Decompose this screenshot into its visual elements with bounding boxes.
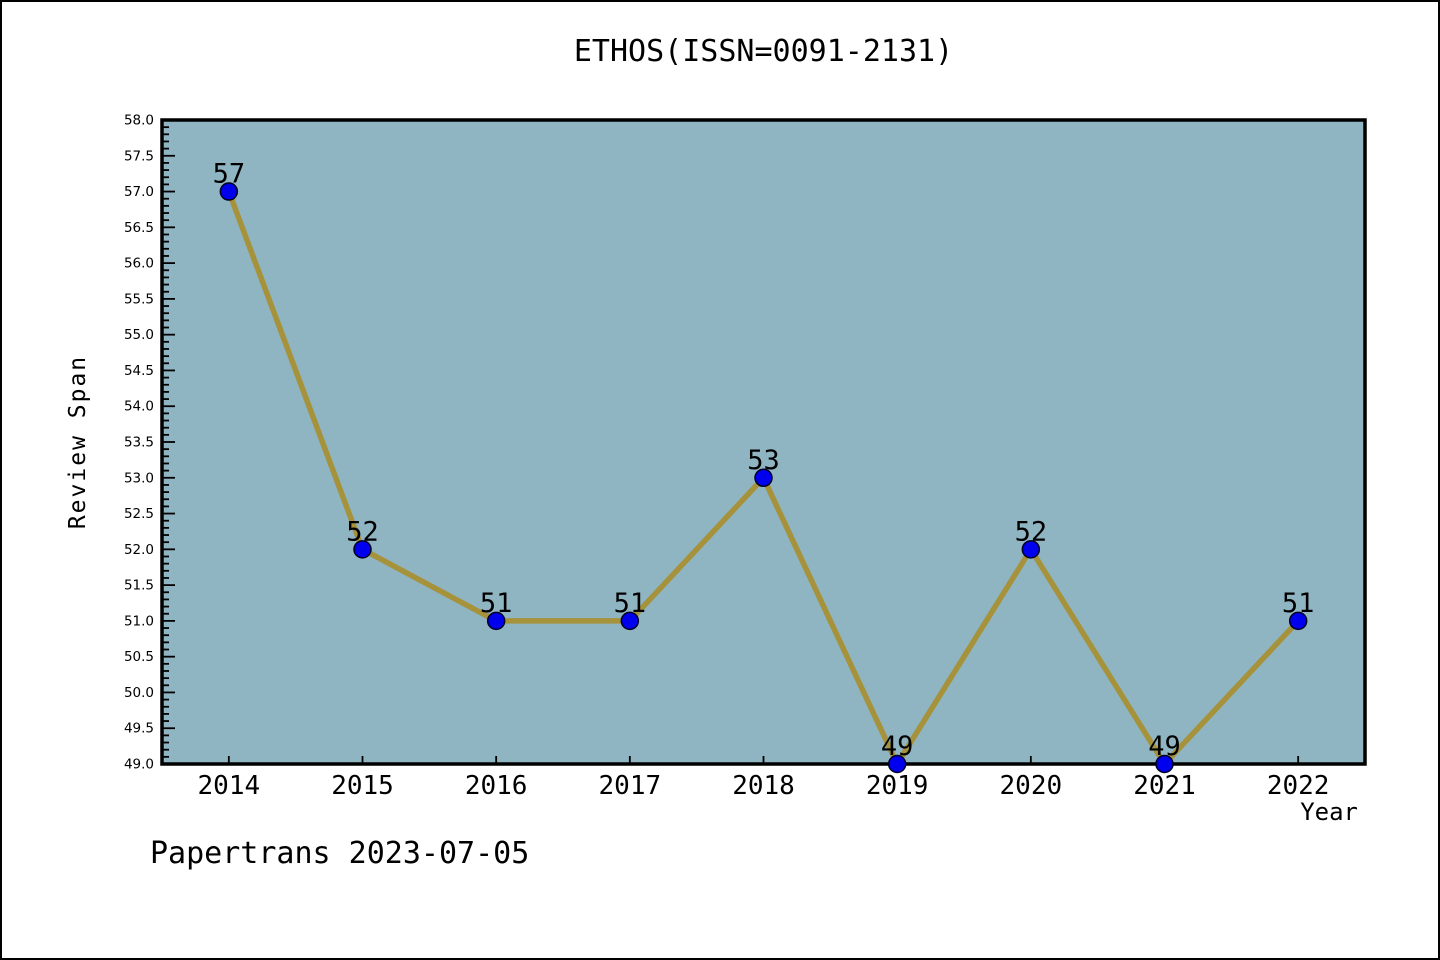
- data-point-label: 52: [346, 516, 379, 547]
- y-tick-label: 56.0: [124, 256, 154, 272]
- y-tick-label: 53.0: [124, 470, 154, 486]
- data-point: [887, 754, 907, 774]
- y-tick-label: 58.0: [124, 113, 154, 129]
- y-tick-label: 55.5: [124, 291, 154, 307]
- footer-caption: Papertrans 2023-07-05: [150, 836, 530, 871]
- data-point: [1288, 611, 1308, 631]
- data-point-label: 51: [1282, 588, 1315, 619]
- y-tick-label: 55.0: [124, 327, 154, 343]
- data-point: [754, 468, 773, 488]
- y-tick-label: 57.5: [124, 148, 154, 164]
- data-point: [1021, 540, 1041, 559]
- y-tick-label: 51.0: [124, 613, 154, 629]
- data-point-label: 49: [881, 731, 914, 762]
- x-tick-label: 2022: [1267, 771, 1330, 801]
- data-point: [486, 611, 506, 631]
- y-tick-label: 49.5: [124, 721, 154, 737]
- plot-background: [162, 120, 1365, 764]
- axes-frame: [160, 118, 1367, 766]
- data-point: [353, 540, 372, 559]
- data-point-label: 53: [747, 445, 780, 476]
- y-tick-label: 49.0: [124, 757, 154, 773]
- data-point-label: 52: [1015, 516, 1048, 547]
- x-tick-label: 2016: [465, 771, 528, 801]
- y-tick-label: 54.5: [124, 363, 154, 379]
- y-tick-label: 54.0: [124, 399, 154, 415]
- data-point-label: 51: [614, 588, 647, 619]
- data-point: [620, 611, 640, 631]
- y-tick-label: 53.5: [124, 435, 154, 451]
- x-tick-label: 2014: [198, 771, 261, 801]
- x-tick-label: 2017: [599, 771, 662, 801]
- data-point: [219, 182, 239, 201]
- chart-title: ETHOS(ISSN=0091-2131): [573, 34, 954, 69]
- y-tick-label: 57.0: [124, 184, 154, 200]
- data-point-label: 51: [480, 588, 513, 619]
- y-tick-label: 51.5: [124, 578, 154, 594]
- x-tick-label: 2019: [866, 771, 929, 801]
- y-tick-label: 56.5: [124, 220, 154, 236]
- x-axis-label: Year: [1300, 798, 1358, 826]
- y-tick-label: 50.5: [124, 649, 154, 665]
- data-point-label: 57: [213, 159, 246, 190]
- x-tick-label: 2020: [1000, 771, 1063, 801]
- y-axis-label: Review Span: [65, 354, 91, 530]
- y-tick-label: 52.0: [124, 542, 154, 558]
- data-point-label: 49: [1148, 731, 1181, 762]
- y-tick-label: 52.5: [124, 506, 154, 522]
- x-tick-label: 2018: [732, 771, 795, 801]
- data-point: [1155, 754, 1174, 774]
- x-tick-label: 2021: [1133, 771, 1196, 801]
- x-tick-label: 2015: [331, 771, 394, 801]
- y-tick-label: 50.0: [124, 685, 154, 701]
